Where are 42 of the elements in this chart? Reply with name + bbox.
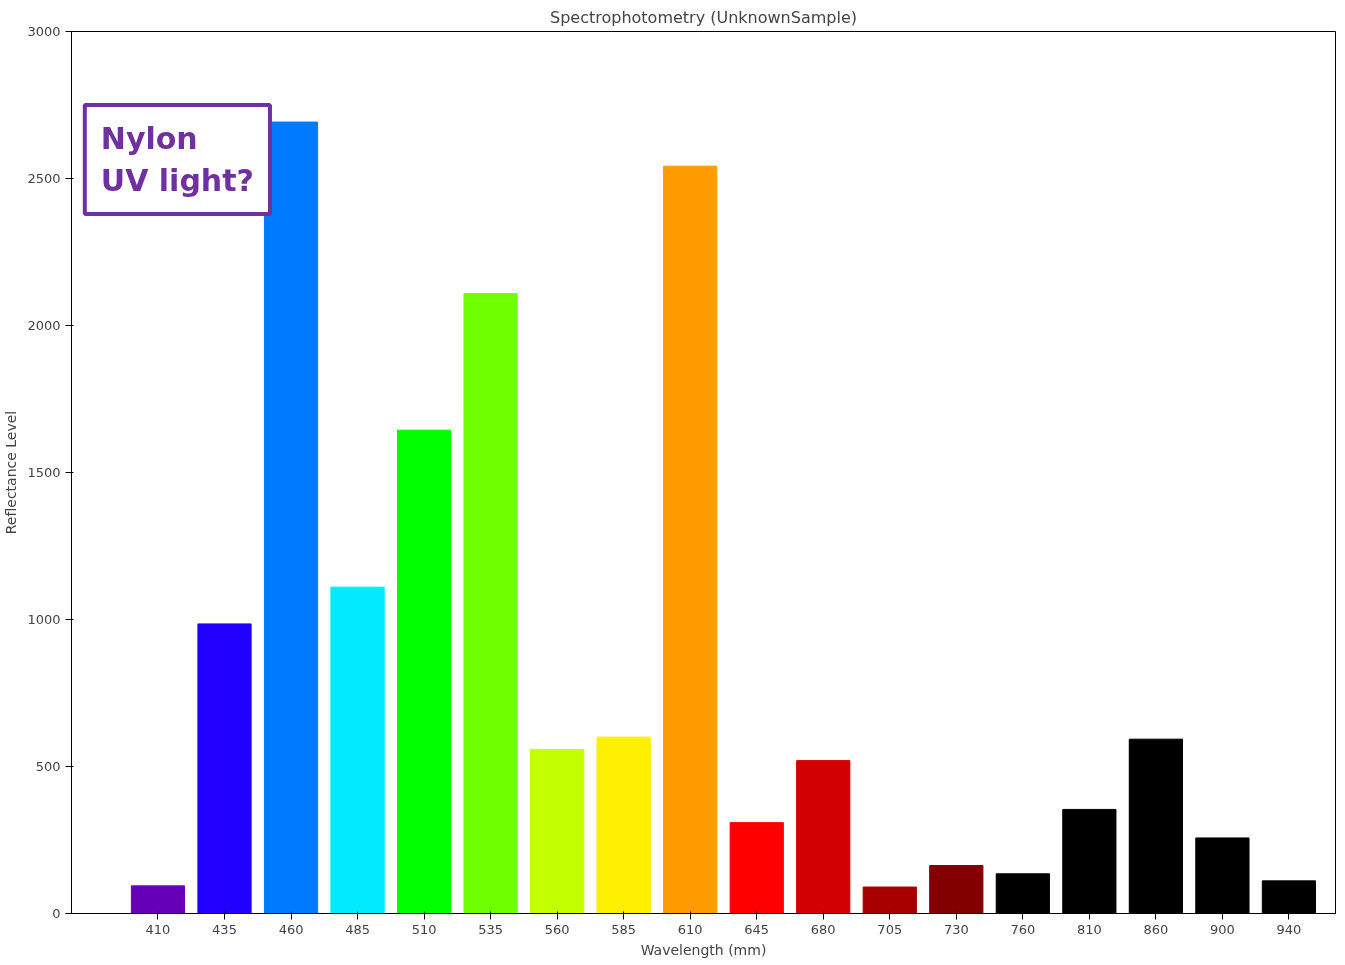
y-tick-label: 1000: [27, 612, 61, 627]
bar: [862, 886, 917, 914]
y-tick-label: 2000: [27, 318, 61, 333]
bar: [463, 292, 518, 914]
y-tick-label: 2500: [27, 171, 61, 186]
x-tick-label: 705: [877, 921, 903, 937]
bar: [197, 623, 252, 914]
bar: [729, 822, 784, 914]
annotation: Nylon UV light?: [100, 121, 254, 198]
y-tick-label: 500: [35, 759, 61, 774]
x-tick-label: 810: [1076, 921, 1102, 937]
x-tick-label: 730: [943, 921, 969, 937]
x-axis-title: Wavelength (mm): [640, 941, 767, 958]
x-tick-label: 645: [744, 921, 770, 937]
x-tick-label: 560: [544, 921, 570, 937]
bar: [330, 586, 385, 914]
x-tick-label: 510: [411, 921, 437, 937]
bar: [130, 885, 186, 914]
y-axis-title: Reflectance Level: [3, 410, 20, 535]
x-tick-label: 460: [278, 921, 304, 937]
bar: [396, 429, 452, 914]
x-tick-label: 410: [145, 921, 171, 937]
y-tick-label: 3000: [27, 24, 61, 39]
bar: [796, 760, 851, 914]
x-tick-label: 485: [345, 921, 370, 937]
y-tick-label: 1500: [27, 465, 61, 480]
y-tick-label: 0: [52, 906, 61, 921]
x-tick-label: 860: [1143, 921, 1169, 937]
bar: [263, 121, 319, 914]
x-tick-label: 435: [212, 921, 237, 937]
x-tick-label: 535: [478, 921, 504, 937]
bar: [596, 736, 651, 914]
x-tick-label: 610: [677, 921, 703, 937]
x-tick-label: 585: [611, 921, 637, 937]
x-tick-label: 680: [810, 921, 836, 937]
x-tick-label: 940: [1276, 921, 1302, 937]
chart-title: Spectrophotometry (UnknownSample): [550, 7, 857, 27]
x-tick-label: 900: [1210, 921, 1235, 937]
x-tick-label: 760: [1010, 921, 1036, 937]
bar: [530, 748, 585, 914]
bar: [929, 865, 984, 914]
bar: [663, 165, 718, 914]
